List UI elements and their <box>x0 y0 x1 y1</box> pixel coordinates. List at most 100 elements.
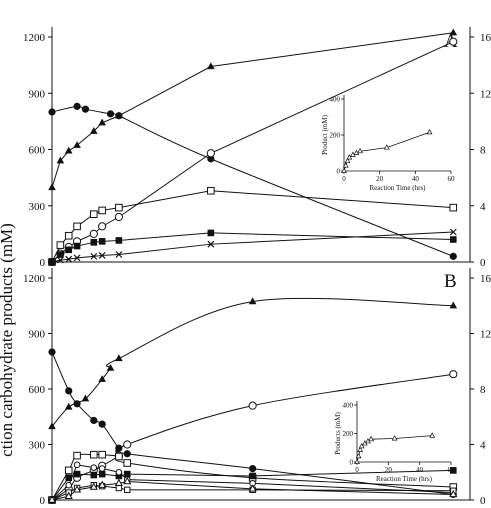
series-5-point <box>73 461 81 469</box>
inset-y-label: Product (mM) <box>321 114 329 155</box>
series-2 <box>47 37 458 267</box>
series-3-point <box>98 206 106 215</box>
series-3-point <box>115 452 123 461</box>
inset-x-tick-label: 0 <box>342 175 346 183</box>
inset-chart: 0 200 400 0 20 40 60 Reaction Time (hrs) Product… <box>321 95 455 192</box>
series-2-line <box>51 373 454 501</box>
series-0-point <box>207 62 215 70</box>
series-0-point <box>48 183 56 191</box>
series-2-point <box>248 401 257 410</box>
right-tick-label: 0 <box>480 257 486 269</box>
series-4-point <box>123 470 131 478</box>
inset-x-tick-label: 0 <box>355 466 359 474</box>
series-2-point <box>98 222 107 231</box>
series-5-point <box>48 258 56 266</box>
right-tick-label: 4 <box>480 440 486 452</box>
series-5 <box>48 228 457 266</box>
series-3-point <box>56 241 65 249</box>
series-5-point <box>65 255 73 263</box>
series-4-point <box>98 238 106 245</box>
series-2-point <box>206 149 215 158</box>
inset-series-point <box>354 458 360 464</box>
series-4-point <box>115 237 123 244</box>
series-1-point <box>48 348 56 356</box>
series-7-point <box>248 484 257 492</box>
series-5-point <box>98 252 106 259</box>
series-1-point <box>115 112 123 120</box>
series-3 <box>48 186 458 266</box>
inset-series-point <box>341 167 347 173</box>
inset-chart: 0 200 400 0 20 40 60 Reaction Time (hrs) Product… <box>334 401 455 483</box>
series-4-point <box>249 472 256 480</box>
left-tick-label: 0 <box>40 495 46 507</box>
series-2-point <box>449 370 458 379</box>
series-0-point <box>115 354 123 362</box>
inset-y-tick-label: 400 <box>343 402 354 410</box>
series-1-point <box>73 400 81 408</box>
panel-a: 030060090012000481216A02004000204060Reac… <box>23 27 491 269</box>
inset-y-tick-label: 200 <box>330 132 341 140</box>
series-0-point <box>106 363 115 371</box>
series-0-point <box>64 402 73 410</box>
series-3-point <box>73 222 81 231</box>
inset-series-point <box>357 446 364 452</box>
series-1-point <box>106 110 115 118</box>
series-1-point <box>249 464 257 473</box>
inset-series-point <box>346 154 353 160</box>
inset-series-point <box>344 157 351 164</box>
series-7-point <box>89 482 98 490</box>
series-5-point <box>115 468 123 476</box>
inset-x-tick-label: 60 <box>448 466 456 474</box>
series-5-line <box>51 231 454 263</box>
inset-series-point <box>368 435 374 442</box>
series-4-point <box>65 246 73 254</box>
series-3-point <box>64 466 73 475</box>
inset-y-tick-label: 0 <box>337 168 341 176</box>
right-tick-label: 16 <box>480 32 491 44</box>
series-3-point <box>98 450 106 459</box>
left-tick-label: 900 <box>29 88 46 100</box>
series-7-point <box>114 478 123 487</box>
series-0-point <box>449 28 458 36</box>
right-tick-label: 0 <box>480 495 486 507</box>
series-1-point <box>65 387 73 395</box>
series-1 <box>48 102 457 260</box>
right-tick-label: 8 <box>480 384 486 396</box>
series-4-point <box>115 472 123 480</box>
panel-b: 0 300 600 900 1200 0 4 8 12 16 B 0 200 400 0 20 40 60 Reac… <box>23 268 491 507</box>
series-4-line <box>51 232 454 263</box>
y-axis-label: ction carbohydrate products (mM) <box>0 223 16 457</box>
inset-x-tick-label: 20 <box>376 175 384 183</box>
series-5-point <box>207 240 215 248</box>
series-2-point <box>114 212 123 222</box>
inset-y-tick-label: 0 <box>350 459 354 467</box>
series-3-point <box>115 203 123 212</box>
series-5-point <box>90 252 98 260</box>
series-3-line <box>51 190 454 263</box>
inset-series-point <box>391 435 398 441</box>
inset-y-tick-label: 400 <box>330 96 341 104</box>
inset-y-label: Products (mM) <box>334 412 342 455</box>
series-1-point <box>207 155 215 163</box>
series-2-line <box>51 41 454 263</box>
series-6-point <box>124 486 131 494</box>
inset-x-tick-label: 60 <box>448 175 456 183</box>
series-5-point <box>449 228 457 236</box>
series-4-point <box>57 251 64 258</box>
series-7-point <box>123 476 132 485</box>
series-1-point <box>81 105 90 113</box>
series-0-point <box>90 127 98 134</box>
series-5-point <box>98 465 106 472</box>
series-4-point <box>73 470 81 478</box>
series-1-point <box>449 252 457 260</box>
series-0-point <box>248 297 257 305</box>
series-1-point <box>98 420 106 428</box>
inset-y-tick-label: 200 <box>343 430 354 438</box>
series-3-point <box>207 186 215 195</box>
inset-series-point <box>383 144 390 150</box>
series-0-point <box>81 394 90 402</box>
left-tick-label: 1200 <box>23 273 46 285</box>
right-tick-label: 4 <box>480 201 486 213</box>
series-4-point <box>98 470 106 478</box>
